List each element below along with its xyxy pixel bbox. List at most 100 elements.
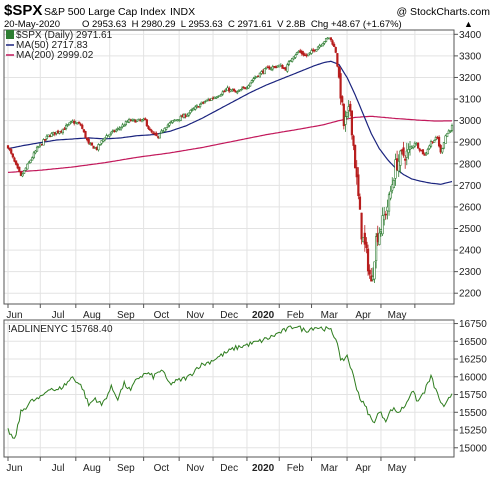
candle-body xyxy=(352,135,355,146)
candle-body xyxy=(321,43,324,47)
x-tick-label: Jul xyxy=(52,310,65,321)
attribution-text[interactable]: @ StockCharts.com xyxy=(396,6,490,18)
candle-body xyxy=(16,163,19,169)
x-tick-label: Jul xyxy=(52,463,65,474)
candle-body xyxy=(252,78,255,81)
quote-line: O 2953.63 H 2980.29 L 2953.63 C 2971.61 … xyxy=(82,19,402,30)
x-tick-label: Dec xyxy=(220,463,238,474)
candle-body xyxy=(307,53,310,57)
candle-body xyxy=(158,133,161,139)
candle-body xyxy=(418,148,421,151)
x-tick-label: 2020 xyxy=(252,463,275,474)
candle-body xyxy=(355,167,358,178)
x-tick-label: Jun xyxy=(6,310,22,321)
y-tick-label: 2200 xyxy=(459,289,482,300)
x-tick-label: Sep xyxy=(117,310,135,321)
candle-body xyxy=(423,154,426,156)
candle-body xyxy=(392,180,395,189)
candle-body xyxy=(18,166,21,172)
candle-body xyxy=(171,120,174,123)
x-tick-label: Nov xyxy=(186,463,204,474)
candle-body xyxy=(286,64,289,72)
candle-body xyxy=(384,213,387,216)
candle-body xyxy=(363,232,366,245)
y-tick-label: 15250 xyxy=(459,426,487,437)
candle-body xyxy=(241,87,244,90)
candle-body xyxy=(61,128,64,134)
x-tick-label: Mar xyxy=(321,463,339,474)
x-tick-label: Apr xyxy=(355,463,371,474)
candle-body xyxy=(336,53,339,67)
candle-body xyxy=(100,140,103,144)
candle-body xyxy=(429,141,433,147)
candle-body xyxy=(148,128,152,131)
price-legend: $SPX (Daily) 2971.61 MA(50) 2717.83 MA(2… xyxy=(6,30,113,61)
candle-body xyxy=(263,68,266,75)
x-tick-label: Jun xyxy=(6,463,22,474)
candle-body xyxy=(397,160,400,172)
candle-body xyxy=(32,152,35,159)
y-tick-label: 2800 xyxy=(459,159,482,170)
quote-date: 20-May-2020 xyxy=(4,19,60,30)
candle-body xyxy=(199,103,202,107)
candle-body xyxy=(287,61,291,65)
candle-body xyxy=(324,38,328,42)
candle-body xyxy=(426,149,429,155)
x-tick-label: Sep xyxy=(117,463,135,474)
candle-body xyxy=(203,101,207,104)
candle-body xyxy=(232,88,236,92)
candle-body xyxy=(31,157,34,161)
candle-body xyxy=(79,123,82,126)
candle-body xyxy=(360,212,363,240)
y-tick-label: 3200 xyxy=(459,73,482,84)
candle-body xyxy=(449,130,452,132)
candle-body xyxy=(21,173,24,177)
candle-body xyxy=(344,116,347,125)
y-tick-label: 16250 xyxy=(459,355,487,366)
y-tick-label: 2900 xyxy=(459,138,482,149)
candle-body xyxy=(365,241,368,248)
candle-body xyxy=(433,140,436,143)
price-y-axis: 3400 3300 3200 3100 3000 2900 2800 2700 2600 2500… xyxy=(454,30,482,300)
candle-body xyxy=(441,148,444,153)
symbol-description: S&P 500 Large Cap Index xyxy=(44,6,167,18)
x-tick-label: Aug xyxy=(83,463,101,474)
candle-body xyxy=(216,96,219,98)
y-tick-label: 2600 xyxy=(459,202,482,213)
candle-body xyxy=(368,269,371,275)
candle-body xyxy=(103,137,106,141)
y-tick-label: 2400 xyxy=(459,246,482,257)
y-tick-label: 3000 xyxy=(459,116,482,127)
candle-body xyxy=(14,160,18,165)
candle-body xyxy=(147,126,150,129)
candle-body xyxy=(447,130,450,134)
x-tick-label: 2020 xyxy=(252,310,275,321)
candle-body xyxy=(354,144,357,169)
candle-body xyxy=(333,43,336,47)
y-tick-label: 2700 xyxy=(459,181,482,192)
candle-body xyxy=(140,119,144,122)
candle-body xyxy=(350,110,353,136)
candle-body xyxy=(302,52,305,56)
candle-body xyxy=(84,131,87,138)
candle-body xyxy=(247,85,250,89)
ad-panel-grid xyxy=(4,320,454,457)
candle-body xyxy=(223,90,226,93)
candle-body xyxy=(108,133,111,137)
candle-body xyxy=(295,51,299,55)
candle-body xyxy=(68,122,71,125)
y-tick-label: 2500 xyxy=(459,224,482,235)
candle-body xyxy=(341,96,344,103)
candle-body xyxy=(444,135,447,144)
price-panel-grid xyxy=(4,30,454,304)
candle-body xyxy=(221,91,224,95)
candle-body xyxy=(253,77,257,79)
candle-body xyxy=(342,103,345,127)
x-tick-label: Oct xyxy=(154,310,170,321)
candle-body xyxy=(329,37,333,41)
x-tick-label: May xyxy=(388,310,407,321)
candle-body xyxy=(271,66,274,70)
y-tick-label: 16750 xyxy=(459,319,487,330)
x-tick-label: Feb xyxy=(287,463,305,474)
